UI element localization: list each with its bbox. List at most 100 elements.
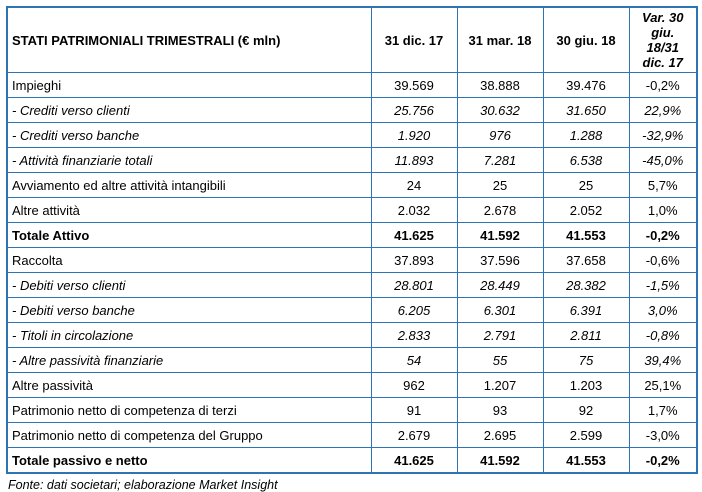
column-header-giu18: 30 giu. 18 bbox=[542, 6, 630, 73]
table-row: - Debiti verso banche 6.205 6.301 6.391 3,0% bbox=[6, 297, 698, 323]
row-value: 24 bbox=[370, 172, 458, 198]
row-label: - Crediti verso banche bbox=[6, 122, 372, 148]
row-label: - Altre passività finanziarie bbox=[6, 347, 372, 373]
row-value: 6.538 bbox=[542, 147, 630, 173]
row-value: -0,6% bbox=[628, 247, 698, 273]
row-value: 1.207 bbox=[456, 372, 544, 398]
row-value: 6.391 bbox=[542, 297, 630, 323]
table-row: - Titoli in circolazione 2.833 2.791 2.811-… bbox=[6, 322, 698, 348]
row-value: 11.893 bbox=[370, 147, 458, 173]
row-value: 31.650 bbox=[542, 97, 630, 123]
row-value: -32,9% bbox=[628, 122, 698, 148]
column-header-mar18: 31 mar. 18 bbox=[456, 6, 544, 73]
row-label: - Debiti verso banche bbox=[6, 297, 372, 323]
table-row: Totale Attivo 41.625 41.592 41.553 -0,2% bbox=[6, 222, 698, 248]
row-value: 2.791 bbox=[456, 322, 544, 348]
row-label: Totale passivo e netto bbox=[6, 447, 372, 474]
row-label: Altre passività bbox=[6, 372, 372, 398]
row-value: 91 bbox=[370, 397, 458, 423]
row-value: 3,0% bbox=[628, 297, 698, 323]
row-value: 92 bbox=[542, 397, 630, 423]
table-row: Raccolta 37.893 37.596 37.658 -0,6% bbox=[6, 247, 698, 273]
row-label: Altre attività bbox=[6, 197, 372, 223]
row-label: Avviamento ed altre attività intangibili bbox=[6, 172, 372, 198]
row-value: 7.281 bbox=[456, 147, 544, 173]
table-title: STATI PATRIMONIALI TRIMESTRALI (€ mln) bbox=[6, 6, 372, 73]
table-row: Impieghi 39.569 38.888 39.476 -0,2% bbox=[6, 72, 698, 98]
row-value: 2.695 bbox=[456, 422, 544, 448]
row-value: 1.288 bbox=[542, 122, 630, 148]
row-label: - Crediti verso clienti bbox=[6, 97, 372, 123]
row-value: 41.553 bbox=[542, 447, 630, 474]
row-value: 976 bbox=[456, 122, 544, 148]
row-value: 39.569 bbox=[370, 72, 458, 98]
row-value: -0,2% bbox=[628, 222, 698, 248]
table-row: Totale passivo e netto 41.625 41.592 41.553… bbox=[6, 447, 698, 474]
row-value: 2.833 bbox=[370, 322, 458, 348]
row-value: 1,0% bbox=[628, 197, 698, 223]
row-label: Raccolta bbox=[6, 247, 372, 273]
row-label: - Attività finanziarie totali bbox=[6, 147, 372, 173]
row-value: 2.678 bbox=[456, 197, 544, 223]
page: STATI PATRIMONIALI TRIMESTRALI (€ mln) 3… bbox=[6, 6, 698, 492]
row-value: 22,9% bbox=[628, 97, 698, 123]
row-value: 25 bbox=[542, 172, 630, 198]
table-row: - Attività finanziarie totali 11.893 7.281… bbox=[6, 147, 698, 173]
column-header-var: Var. 30 giu. 18/31 dic. 17 bbox=[628, 6, 698, 73]
row-value: 25 bbox=[456, 172, 544, 198]
row-value: 55 bbox=[456, 347, 544, 373]
row-value: 41.553 bbox=[542, 222, 630, 248]
row-value: 2.052 bbox=[542, 197, 630, 223]
row-value: 41.625 bbox=[370, 222, 458, 248]
source-note: Fonte: dati societari; elaborazione Mark… bbox=[8, 478, 278, 492]
row-value: 2.599 bbox=[542, 422, 630, 448]
row-value: -0,8% bbox=[628, 322, 698, 348]
row-value: 6.205 bbox=[370, 297, 458, 323]
row-value: 962 bbox=[370, 372, 458, 398]
table-header-row: STATI PATRIMONIALI TRIMESTRALI (€ mln) 3… bbox=[6, 6, 698, 73]
row-value: 37.596 bbox=[456, 247, 544, 273]
row-value: 28.449 bbox=[456, 272, 544, 298]
row-value: 1.920 bbox=[370, 122, 458, 148]
row-value: 30.632 bbox=[456, 97, 544, 123]
row-label: Impieghi bbox=[6, 72, 372, 98]
row-label: Patrimonio netto di competenza del Grupp… bbox=[6, 422, 372, 448]
table-row: Altre passività 962 1.207 1.203 25,1% bbox=[6, 372, 698, 398]
table-row: - Debiti verso clienti 28.801 28.449 28.382… bbox=[6, 272, 698, 298]
row-value: 37.658 bbox=[542, 247, 630, 273]
row-label: Totale Attivo bbox=[6, 222, 372, 248]
row-value: 2.032 bbox=[370, 197, 458, 223]
row-value: -0,2% bbox=[628, 447, 698, 474]
row-value: 41.592 bbox=[456, 447, 544, 474]
row-value: 25.756 bbox=[370, 97, 458, 123]
row-value: -45,0% bbox=[628, 147, 698, 173]
table-body: Impieghi 39.569 38.888 39.476 -0,2% - Crediti… bbox=[6, 72, 698, 474]
table-row: - Crediti verso banche 1.920 976 1.288 -32,9… bbox=[6, 122, 698, 148]
row-value: 38.888 bbox=[456, 72, 544, 98]
row-value: 1.203 bbox=[542, 372, 630, 398]
row-value: 2.679 bbox=[370, 422, 458, 448]
row-value: 1,7% bbox=[628, 397, 698, 423]
balance-sheet-table: STATI PATRIMONIALI TRIMESTRALI (€ mln) 3… bbox=[6, 6, 698, 474]
row-label: - Debiti verso clienti bbox=[6, 272, 372, 298]
row-value: 28.382 bbox=[542, 272, 630, 298]
row-label: Patrimonio netto di competenza di terzi bbox=[6, 397, 372, 423]
row-value: -3,0% bbox=[628, 422, 698, 448]
row-value: 28.801 bbox=[370, 272, 458, 298]
column-header-dic17: 31 dic. 17 bbox=[370, 6, 458, 73]
table-row: Patrimonio netto di competenza del Grupp… bbox=[6, 422, 698, 448]
table-row: Patrimonio netto di competenza di terzi 9… bbox=[6, 397, 698, 423]
row-label: - Titoli in circolazione bbox=[6, 322, 372, 348]
row-value: 93 bbox=[456, 397, 544, 423]
row-value: 37.893 bbox=[370, 247, 458, 273]
table-row: Avviamento ed altre attività intangibili… bbox=[6, 172, 698, 198]
row-value: -0,2% bbox=[628, 72, 698, 98]
row-value: 41.625 bbox=[370, 447, 458, 474]
row-value: 41.592 bbox=[456, 222, 544, 248]
row-value: 2.811 bbox=[542, 322, 630, 348]
row-value: 6.301 bbox=[456, 297, 544, 323]
row-value: 5,7% bbox=[628, 172, 698, 198]
row-value: 54 bbox=[370, 347, 458, 373]
table-row: Altre attività 2.032 2.678 2.052 1,0% bbox=[6, 197, 698, 223]
row-value: 39.476 bbox=[542, 72, 630, 98]
